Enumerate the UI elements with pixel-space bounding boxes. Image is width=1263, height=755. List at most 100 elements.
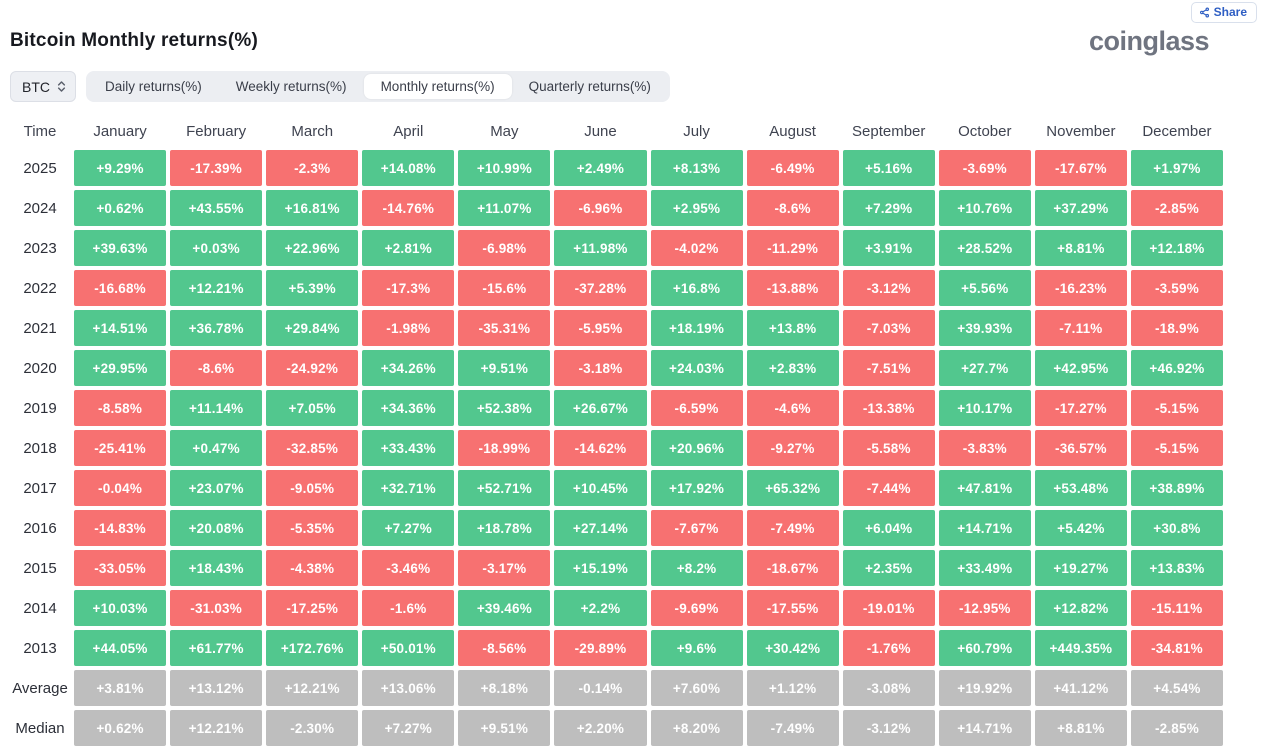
return-cell-2023-august[interactable]: -11.29% (746, 230, 839, 266)
return-cell-average-june[interactable]: -0.14% (554, 670, 647, 706)
return-cell-2018-august[interactable]: -9.27% (746, 430, 839, 466)
return-cell-2023-march[interactable]: +22.96% (266, 230, 359, 266)
return-cell-median-april[interactable]: +7.27% (362, 710, 455, 746)
return-cell-2025-january[interactable]: +9.29% (74, 150, 167, 186)
return-cell-2015-november[interactable]: +19.27% (1034, 550, 1127, 586)
return-cell-2021-april[interactable]: -1.98% (362, 310, 455, 346)
return-cell-2015-april[interactable]: -3.46% (362, 550, 455, 586)
return-cell-2019-july[interactable]: -6.59% (650, 390, 743, 426)
return-cell-2014-may[interactable]: +39.46% (458, 590, 551, 626)
return-cell-median-december[interactable]: -2.85% (1130, 710, 1223, 746)
return-cell-2019-october[interactable]: +10.17% (938, 390, 1031, 426)
return-cell-2025-september[interactable]: +5.16% (842, 150, 935, 186)
return-cell-average-july[interactable]: +7.60% (650, 670, 743, 706)
return-cell-2018-january[interactable]: -25.41% (74, 430, 167, 466)
return-cell-2015-january[interactable]: -33.05% (74, 550, 167, 586)
return-cell-2020-july[interactable]: +24.03% (650, 350, 743, 386)
return-cell-2020-april[interactable]: +34.26% (362, 350, 455, 386)
return-cell-2024-february[interactable]: +43.55% (170, 190, 263, 226)
return-cell-2025-february[interactable]: -17.39% (170, 150, 263, 186)
return-cell-2017-october[interactable]: +47.81% (938, 470, 1031, 506)
return-cell-median-february[interactable]: +12.21% (170, 710, 263, 746)
return-cell-median-january[interactable]: +0.62% (74, 710, 167, 746)
tab-weekly-returns[interactable]: Weekly returns(%) (235, 78, 347, 94)
return-cell-2019-march[interactable]: +7.05% (266, 390, 359, 426)
return-cell-2025-march[interactable]: -2.3% (266, 150, 359, 186)
return-cell-2014-june[interactable]: +2.2% (554, 590, 647, 626)
return-cell-2022-july[interactable]: +16.8% (650, 270, 743, 306)
return-cell-2013-march[interactable]: +172.76% (266, 630, 359, 666)
return-cell-2020-may[interactable]: +9.51% (458, 350, 551, 386)
return-cell-2020-february[interactable]: -8.6% (170, 350, 263, 386)
return-cell-2013-may[interactable]: -8.56% (458, 630, 551, 666)
return-cell-2015-march[interactable]: -4.38% (266, 550, 359, 586)
return-cell-2019-august[interactable]: -4.6% (746, 390, 839, 426)
return-cell-2017-february[interactable]: +23.07% (170, 470, 263, 506)
return-cell-median-november[interactable]: +8.81% (1034, 710, 1127, 746)
return-cell-2020-january[interactable]: +29.95% (74, 350, 167, 386)
return-cell-2014-october[interactable]: -12.95% (938, 590, 1031, 626)
return-cell-average-february[interactable]: +13.12% (170, 670, 263, 706)
return-cell-2024-december[interactable]: -2.85% (1130, 190, 1223, 226)
return-cell-2024-october[interactable]: +10.76% (938, 190, 1031, 226)
return-cell-2019-june[interactable]: +26.67% (554, 390, 647, 426)
return-cell-2015-june[interactable]: +15.19% (554, 550, 647, 586)
return-cell-2018-october[interactable]: -3.83% (938, 430, 1031, 466)
return-cell-2013-september[interactable]: -1.76% (842, 630, 935, 666)
return-cell-2017-april[interactable]: +32.71% (362, 470, 455, 506)
return-cell-2015-december[interactable]: +13.83% (1130, 550, 1223, 586)
return-cell-2017-march[interactable]: -9.05% (266, 470, 359, 506)
return-cell-2014-november[interactable]: +12.82% (1034, 590, 1127, 626)
return-cell-2013-november[interactable]: +449.35% (1034, 630, 1127, 666)
return-cell-2018-november[interactable]: -36.57% (1034, 430, 1127, 466)
return-cell-2022-march[interactable]: +5.39% (266, 270, 359, 306)
return-cell-2024-march[interactable]: +16.81% (266, 190, 359, 226)
return-cell-2017-november[interactable]: +53.48% (1034, 470, 1127, 506)
return-cell-2014-march[interactable]: -17.25% (266, 590, 359, 626)
return-cell-2024-june[interactable]: -6.96% (554, 190, 647, 226)
return-cell-2017-january[interactable]: -0.04% (74, 470, 167, 506)
return-cell-average-april[interactable]: +13.06% (362, 670, 455, 706)
return-cell-average-march[interactable]: +12.21% (266, 670, 359, 706)
return-cell-2017-september[interactable]: -7.44% (842, 470, 935, 506)
return-cell-2015-february[interactable]: +18.43% (170, 550, 263, 586)
return-cell-2020-december[interactable]: +46.92% (1130, 350, 1223, 386)
return-cell-average-january[interactable]: +3.81% (74, 670, 167, 706)
return-cell-2020-november[interactable]: +42.95% (1034, 350, 1127, 386)
return-cell-2022-september[interactable]: -3.12% (842, 270, 935, 306)
return-cell-2016-august[interactable]: -7.49% (746, 510, 839, 546)
return-cell-2021-march[interactable]: +29.84% (266, 310, 359, 346)
return-cell-2021-september[interactable]: -7.03% (842, 310, 935, 346)
return-cell-2023-april[interactable]: +2.81% (362, 230, 455, 266)
return-cell-2024-january[interactable]: +0.62% (74, 190, 167, 226)
return-cell-2021-january[interactable]: +14.51% (74, 310, 167, 346)
return-cell-2022-december[interactable]: -3.59% (1130, 270, 1223, 306)
return-cell-2024-september[interactable]: +7.29% (842, 190, 935, 226)
return-cell-2013-july[interactable]: +9.6% (650, 630, 743, 666)
return-cell-2019-may[interactable]: +52.38% (458, 390, 551, 426)
return-cell-median-may[interactable]: +9.51% (458, 710, 551, 746)
return-cell-2017-may[interactable]: +52.71% (458, 470, 551, 506)
return-cell-2023-june[interactable]: +11.98% (554, 230, 647, 266)
return-cell-2015-october[interactable]: +33.49% (938, 550, 1031, 586)
return-cell-2021-august[interactable]: +13.8% (746, 310, 839, 346)
return-cell-2024-may[interactable]: +11.07% (458, 190, 551, 226)
return-cell-2014-august[interactable]: -17.55% (746, 590, 839, 626)
return-cell-2016-april[interactable]: +7.27% (362, 510, 455, 546)
return-cell-average-september[interactable]: -3.08% (842, 670, 935, 706)
return-cell-2016-september[interactable]: +6.04% (842, 510, 935, 546)
return-cell-2021-july[interactable]: +18.19% (650, 310, 743, 346)
return-cell-2016-july[interactable]: -7.67% (650, 510, 743, 546)
return-cell-2018-february[interactable]: +0.47% (170, 430, 263, 466)
return-cell-2020-september[interactable]: -7.51% (842, 350, 935, 386)
return-cell-2015-may[interactable]: -3.17% (458, 550, 551, 586)
return-cell-2014-february[interactable]: -31.03% (170, 590, 263, 626)
return-cell-2016-november[interactable]: +5.42% (1034, 510, 1127, 546)
return-cell-2021-october[interactable]: +39.93% (938, 310, 1031, 346)
return-cell-2022-october[interactable]: +5.56% (938, 270, 1031, 306)
share-button[interactable]: Share (1190, 2, 1257, 23)
return-cell-2025-april[interactable]: +14.08% (362, 150, 455, 186)
return-cell-2018-september[interactable]: -5.58% (842, 430, 935, 466)
return-cell-2021-june[interactable]: -5.95% (554, 310, 647, 346)
return-cell-2019-december[interactable]: -5.15% (1130, 390, 1223, 426)
